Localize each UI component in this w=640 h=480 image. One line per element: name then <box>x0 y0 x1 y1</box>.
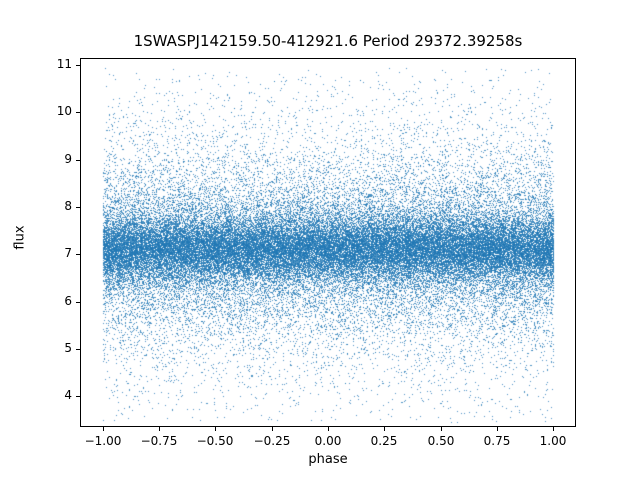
x-tick-label: 0.25 <box>370 434 398 448</box>
y-tick-label: 5 <box>64 341 72 355</box>
x-tickmark <box>272 427 273 431</box>
y-tickmark <box>76 160 80 161</box>
x-tick-label: 0.50 <box>427 434 455 448</box>
y-tickmark <box>76 396 80 397</box>
y-axis-label: flux <box>12 225 28 250</box>
y-tick-label: 11 <box>56 57 72 71</box>
y-tickmark <box>76 349 80 350</box>
x-tickmark <box>497 427 498 431</box>
x-tickmark <box>441 427 442 431</box>
y-tick-label: 6 <box>64 294 72 308</box>
plot-title: 1SWASPJ142159.50-412921.6 Period 29372.3… <box>133 32 523 50</box>
y-tickmark <box>76 302 80 303</box>
x-tick-label: −0.75 <box>140 434 178 448</box>
scatter-points-canvas <box>80 58 576 427</box>
x-tick-label: −1.00 <box>84 434 122 448</box>
x-axis-label: phase <box>308 452 348 467</box>
y-tick-label: 7 <box>64 246 72 260</box>
y-tickmark <box>76 207 80 208</box>
x-tickmark <box>159 427 160 431</box>
y-tick-label: 4 <box>64 388 72 402</box>
x-tickmark <box>553 427 554 431</box>
x-tickmark <box>384 427 385 431</box>
y-tickmark <box>76 112 80 113</box>
x-tick-label: −0.50 <box>196 434 234 448</box>
x-tickmark <box>328 427 329 431</box>
y-tick-label: 10 <box>56 104 72 118</box>
x-tick-label: 0.75 <box>483 434 511 448</box>
y-tick-label: 9 <box>64 152 72 166</box>
x-tick-label: 0.00 <box>314 434 342 448</box>
y-tick-label: 8 <box>64 199 72 213</box>
x-tickmark <box>215 427 216 431</box>
y-tickmark <box>76 254 80 255</box>
x-tick-label: 1.00 <box>539 434 567 448</box>
x-tickmark <box>103 427 104 431</box>
x-tick-label: −0.25 <box>253 434 291 448</box>
y-tickmark <box>76 65 80 66</box>
